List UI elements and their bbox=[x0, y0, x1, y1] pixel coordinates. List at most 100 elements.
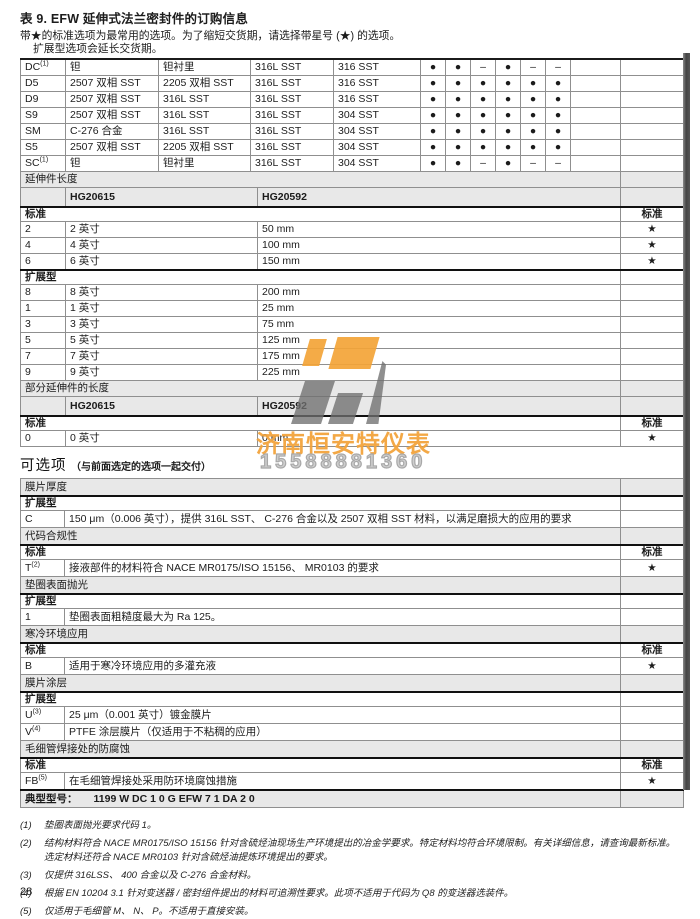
expanded-band-row: 扩展型 bbox=[20, 495, 684, 511]
section-row: 膜片涂层 bbox=[20, 674, 684, 693]
table-row: U(3) 25 μm（0.001 英寸）镀金膜片 bbox=[20, 706, 684, 724]
availability-cell: ● bbox=[420, 123, 446, 140]
availability-cell: ● bbox=[545, 75, 571, 92]
availability-cell: – bbox=[520, 155, 546, 172]
typical-model-row: 典型型号： 1199 W DC 1 0 G EFW 7 1 DA 2 0 bbox=[20, 789, 684, 808]
section-row: 寒冷环境应用 bbox=[20, 625, 684, 644]
cell: 316 SST bbox=[333, 91, 421, 108]
availability-cell: ● bbox=[520, 107, 546, 124]
availability-cell: ● bbox=[420, 58, 446, 76]
cell: 8 英寸 bbox=[65, 284, 258, 301]
cell: 150 mm bbox=[257, 253, 621, 271]
code-cell: 6 bbox=[20, 253, 66, 271]
band-label: 扩展型 bbox=[20, 495, 621, 511]
cell: 125 mm bbox=[257, 332, 621, 349]
band-label: 标准 bbox=[20, 642, 621, 658]
table-row: 8 8 英寸 200 mm bbox=[20, 284, 684, 301]
cell: 0 英寸 bbox=[65, 430, 258, 447]
band-label: 标准 bbox=[20, 206, 621, 222]
section-label: 延伸件长度 bbox=[20, 171, 621, 188]
cell: 316L SST bbox=[250, 139, 334, 156]
footnote-text: 根据 EN 10204 3.1 针对变送器 / 密封组件提出的材料可追溯性要求。… bbox=[44, 888, 514, 900]
availability-cell: ● bbox=[520, 91, 546, 108]
table-row: FB(5) 在毛细管焊接处采用防环境腐蚀措施 ★ bbox=[20, 772, 684, 791]
cell: 5 英寸 bbox=[65, 332, 258, 349]
code-cell: 0 bbox=[20, 430, 66, 447]
cell: 304 SST bbox=[333, 123, 421, 140]
star-badge: ★ bbox=[620, 559, 684, 577]
code-cell: U(3) bbox=[20, 706, 65, 724]
empty-cell bbox=[620, 123, 684, 140]
options-heading: 可选项 （与前面选定的选项一起交付） bbox=[20, 454, 683, 475]
options-table: 膜片厚度 扩展型 C 150 μm（0.006 英寸），提供 316L SST、… bbox=[20, 478, 684, 808]
note-standard-options: 带★的标准选项为最常用的选项。为了缩短交货期，请选择带星号 (★) 的选项。 bbox=[20, 30, 401, 42]
availability-cell: ● bbox=[445, 75, 471, 92]
table-row: S5 2507 双相 SST 2205 双相 SST 316L SST 304 … bbox=[20, 139, 684, 156]
star-badge: ★ bbox=[620, 430, 684, 447]
star-badge: ★ bbox=[620, 772, 684, 791]
footnote-number: (2) bbox=[20, 838, 32, 850]
cell: 2205 双相 SST bbox=[158, 75, 251, 92]
empty-cell bbox=[620, 396, 684, 417]
empty-cell bbox=[620, 576, 684, 595]
band-label: 标准 bbox=[20, 757, 621, 773]
footnote: (1) 垫圈表面抛光要求代码 1。 bbox=[20, 819, 683, 832]
cell: 316L SST bbox=[158, 123, 251, 140]
cell: 316L SST bbox=[158, 107, 251, 124]
cell: 304 SST bbox=[333, 107, 421, 124]
typical-model-value: 1199 W DC 1 0 G EFW 7 1 DA 2 0 bbox=[93, 793, 255, 805]
section-label: 膜片厚度 bbox=[20, 478, 621, 497]
band-label: 标准 bbox=[20, 544, 621, 560]
empty-cell bbox=[20, 187, 66, 208]
star-badge bbox=[620, 510, 684, 528]
availability-cell: ● bbox=[420, 107, 446, 124]
band-label: 扩展型 bbox=[20, 691, 621, 707]
section-row: 部分延伸件的长度 bbox=[20, 380, 684, 397]
section-row: 膜片厚度 bbox=[20, 478, 684, 497]
cell: 适用于寒冷环境应用的多灌充液 bbox=[64, 657, 621, 675]
section-label: 寒冷环境应用 bbox=[20, 625, 621, 644]
availability-cell: ● bbox=[520, 139, 546, 156]
empty-cell bbox=[620, 187, 684, 208]
table-row: 7 7 英寸 175 mm bbox=[20, 348, 684, 365]
empty-cell bbox=[20, 396, 66, 417]
page-number: 28 bbox=[20, 886, 33, 898]
availability-cell: ● bbox=[495, 58, 521, 76]
cell: 316 SST bbox=[333, 75, 421, 92]
star-badge: ★ bbox=[620, 237, 684, 254]
cell: 1 英寸 bbox=[65, 300, 258, 317]
empty-cell bbox=[620, 269, 684, 285]
star-badge: ★ bbox=[620, 221, 684, 238]
cell: 175 mm bbox=[257, 348, 621, 365]
page-title: 表 9. EFW 延伸式法兰密封件的订购信息 bbox=[20, 12, 249, 26]
standard-column-header: 标准 bbox=[620, 544, 684, 560]
cell: 316 SST bbox=[333, 58, 421, 76]
availability-cell: – bbox=[520, 58, 546, 76]
cell: PTFE 涂层膜片（仅适用于不粘稠的应用） bbox=[64, 723, 621, 741]
column-header: HG20592 bbox=[257, 396, 621, 417]
availability-cell: ● bbox=[495, 75, 521, 92]
cell: 316L SST bbox=[250, 75, 334, 92]
cell: 100 mm bbox=[257, 237, 621, 254]
code-cell: S5 bbox=[20, 139, 66, 156]
cell: C-276 合金 bbox=[65, 123, 159, 140]
footnote: (5) 仅适用于毛细管 M、 N、 P。不适用于直接安装。 bbox=[20, 905, 683, 918]
standard-band-row: 标准 标准 bbox=[20, 757, 684, 773]
footnote-text: 仅提供 316LSS、 400 合金以及 C-276 合金材料。 bbox=[44, 869, 257, 881]
footnotes: (1) 垫圈表面抛光要求代码 1。 (2) 结构材料符合 NACE MR0175… bbox=[20, 819, 683, 919]
star-badge: ★ bbox=[620, 657, 684, 675]
availability-cell: ● bbox=[495, 91, 521, 108]
page-edge-shadow bbox=[683, 53, 690, 790]
table-row: 1 垫圈表面粗糙度最大为 Ra 125。 bbox=[20, 608, 684, 626]
availability-cell: ● bbox=[420, 75, 446, 92]
footnote-number: (5) bbox=[20, 906, 32, 918]
cell: 25 mm bbox=[257, 300, 621, 317]
empty-cell bbox=[570, 139, 621, 156]
availability-cell: – bbox=[545, 155, 571, 172]
expanded-band-row: 扩展型 bbox=[20, 593, 684, 609]
empty-cell bbox=[620, 740, 684, 759]
empty-cell bbox=[620, 495, 684, 511]
availability-cell: ● bbox=[470, 123, 496, 140]
cell: 2 英寸 bbox=[65, 221, 258, 238]
